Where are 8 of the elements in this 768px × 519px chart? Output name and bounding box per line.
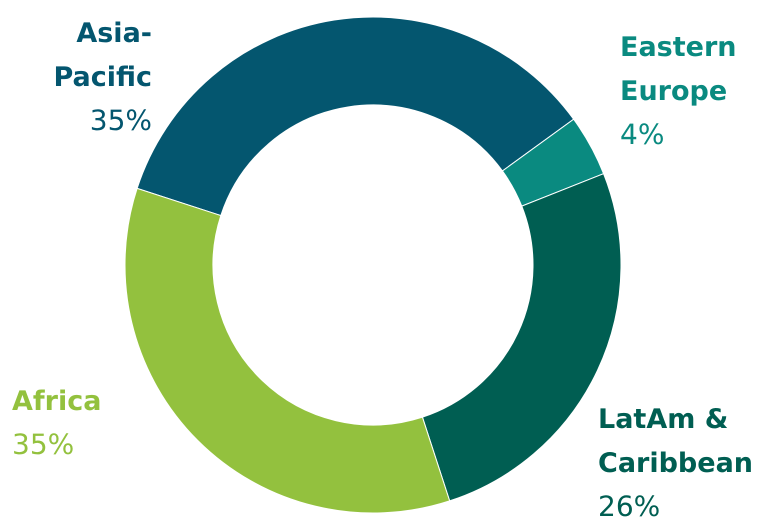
slice-label: LatAm & Caribbean xyxy=(598,404,754,479)
data-label: 35% xyxy=(12,428,74,461)
slice-label: Eastern Europe xyxy=(620,32,736,107)
data-label: 26% xyxy=(598,490,660,519)
slice-label: Asia-Pacific xyxy=(53,18,152,93)
slice-label: Africa xyxy=(12,386,102,417)
data-label: 4% xyxy=(620,118,664,151)
data-label: 35% xyxy=(90,104,152,137)
